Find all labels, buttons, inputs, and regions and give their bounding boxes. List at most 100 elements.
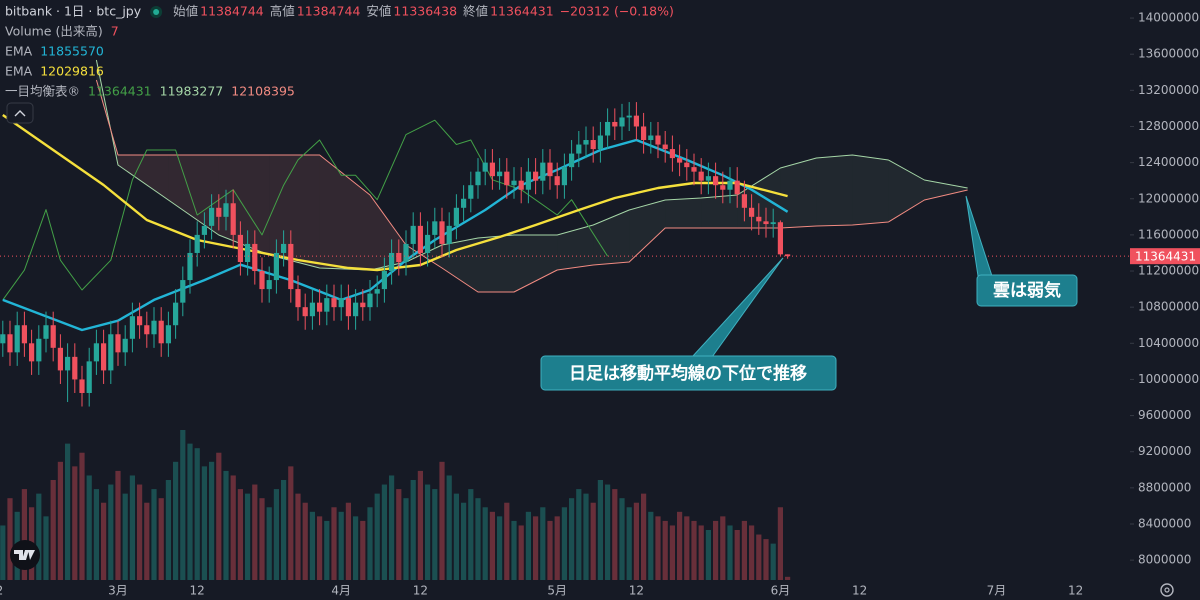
candle-body: [720, 185, 726, 190]
volume-bar: [245, 493, 251, 580]
candle-body: [669, 149, 675, 159]
volume-bar: [619, 498, 625, 580]
x-tick-label: 7月: [987, 584, 1007, 598]
settings-icon: [1160, 583, 1174, 597]
volume-bar: [36, 493, 42, 580]
candle-body: [648, 135, 654, 141]
ohlc-label: 始値: [173, 4, 198, 19]
candle-layer: [0, 102, 791, 407]
candle-body: [511, 180, 517, 186]
volume-bar: [288, 466, 294, 580]
volume-bar: [662, 520, 668, 580]
annotation: 日足は移動平均線の下位で推移: [569, 363, 807, 384]
candle-body: [151, 320, 157, 335]
candle-body: [576, 144, 582, 154]
volume-bar: [633, 502, 639, 580]
volume-bar: [410, 480, 416, 580]
candle-body: [43, 325, 49, 339]
candle-body: [338, 298, 344, 308]
volume-bar: [374, 493, 380, 580]
x-tick-label: 12: [629, 584, 644, 598]
volume-bar: [0, 525, 6, 580]
candle-body: [345, 298, 351, 317]
candle-body: [713, 176, 719, 186]
volume-bar: [7, 498, 13, 580]
candle-body: [129, 316, 135, 339]
candle-body: [489, 162, 495, 177]
volume-bar: [129, 475, 135, 580]
candle-body: [165, 325, 171, 344]
candle-body: [734, 180, 740, 195]
x-tick-label: 4月: [331, 584, 351, 598]
candle-body: [756, 216, 762, 222]
volume-bar: [144, 502, 150, 580]
volume-bar: [79, 452, 85, 580]
candle-body: [785, 254, 791, 257]
candle-body: [36, 338, 42, 362]
cloud-fill: [593, 210, 630, 265]
legend-value: 11364431: [88, 84, 152, 99]
volume-bar: [504, 502, 510, 580]
candle-body: [597, 135, 603, 150]
volume-bar: [266, 507, 272, 580]
volume-bar: [367, 507, 373, 580]
candle-body: [86, 361, 92, 393]
candle-body: [770, 222, 776, 225]
ohlc-label: 終値: [463, 4, 488, 19]
y-tick-label: 12000000: [1138, 191, 1199, 205]
candle-body: [266, 280, 272, 290]
candle-body: [367, 293, 373, 308]
volume-bar: [353, 516, 359, 580]
volume-bar: [763, 539, 769, 580]
candle-body: [21, 325, 27, 344]
volume-bar: [317, 516, 323, 580]
cloud-fill: [168, 155, 219, 235]
candle-body: [468, 185, 474, 199]
volume-bar: [612, 489, 618, 580]
candle-body: [187, 252, 193, 281]
volume-bar: [158, 498, 164, 580]
candle-body: [547, 162, 553, 177]
candle-body: [677, 158, 683, 163]
volume-bar: [453, 493, 459, 580]
candle-body: [237, 234, 243, 262]
candle-body: [605, 121, 611, 136]
y-tick-label: 13200000: [1138, 83, 1199, 97]
x-tick-label: 12: [852, 584, 867, 598]
candle-body: [403, 243, 409, 262]
candle-body: [324, 298, 330, 312]
button-icon: [14, 110, 26, 117]
logo[interactable]: [10, 540, 40, 570]
ohlc-value: 11336438: [393, 4, 457, 19]
collapse-button[interactable]: [6, 102, 34, 124]
legend-name: Volume (出来高): [5, 24, 103, 39]
volume-bar: [417, 470, 423, 580]
cloud-fill: [269, 155, 320, 268]
x-tick-label: 5月: [547, 584, 567, 598]
volume-bar: [446, 475, 452, 580]
candle-body: [417, 225, 423, 253]
candle-body: [561, 167, 567, 186]
candle-body: [540, 162, 546, 181]
cloud-fill: [816, 155, 853, 227]
volume-bar: [324, 520, 330, 580]
settings-button[interactable]: [1160, 583, 1174, 597]
cloud-fill: [665, 198, 702, 229]
volume-bar: [381, 484, 387, 580]
cloud-fill: [478, 234, 514, 292]
candle-body: [410, 225, 416, 244]
candle-body: [144, 325, 150, 335]
candle-body: [554, 176, 560, 186]
volume-bar: [540, 507, 546, 580]
volume-bar: [72, 466, 78, 580]
volume-bar: [641, 493, 647, 580]
candle-body: [252, 243, 258, 272]
volume-bar: [151, 489, 157, 580]
axis-layer: 8000000 8400000 8800000 9200000 9600000 10000…: [0, 11, 1200, 598]
volume-bar: [605, 484, 611, 580]
x-tick-label: 12: [1068, 584, 1083, 598]
price-tag: [1130, 248, 1200, 265]
candle-body: [583, 140, 589, 145]
y-tick-label: 12800000: [1138, 119, 1199, 133]
candle-body: [79, 379, 85, 393]
